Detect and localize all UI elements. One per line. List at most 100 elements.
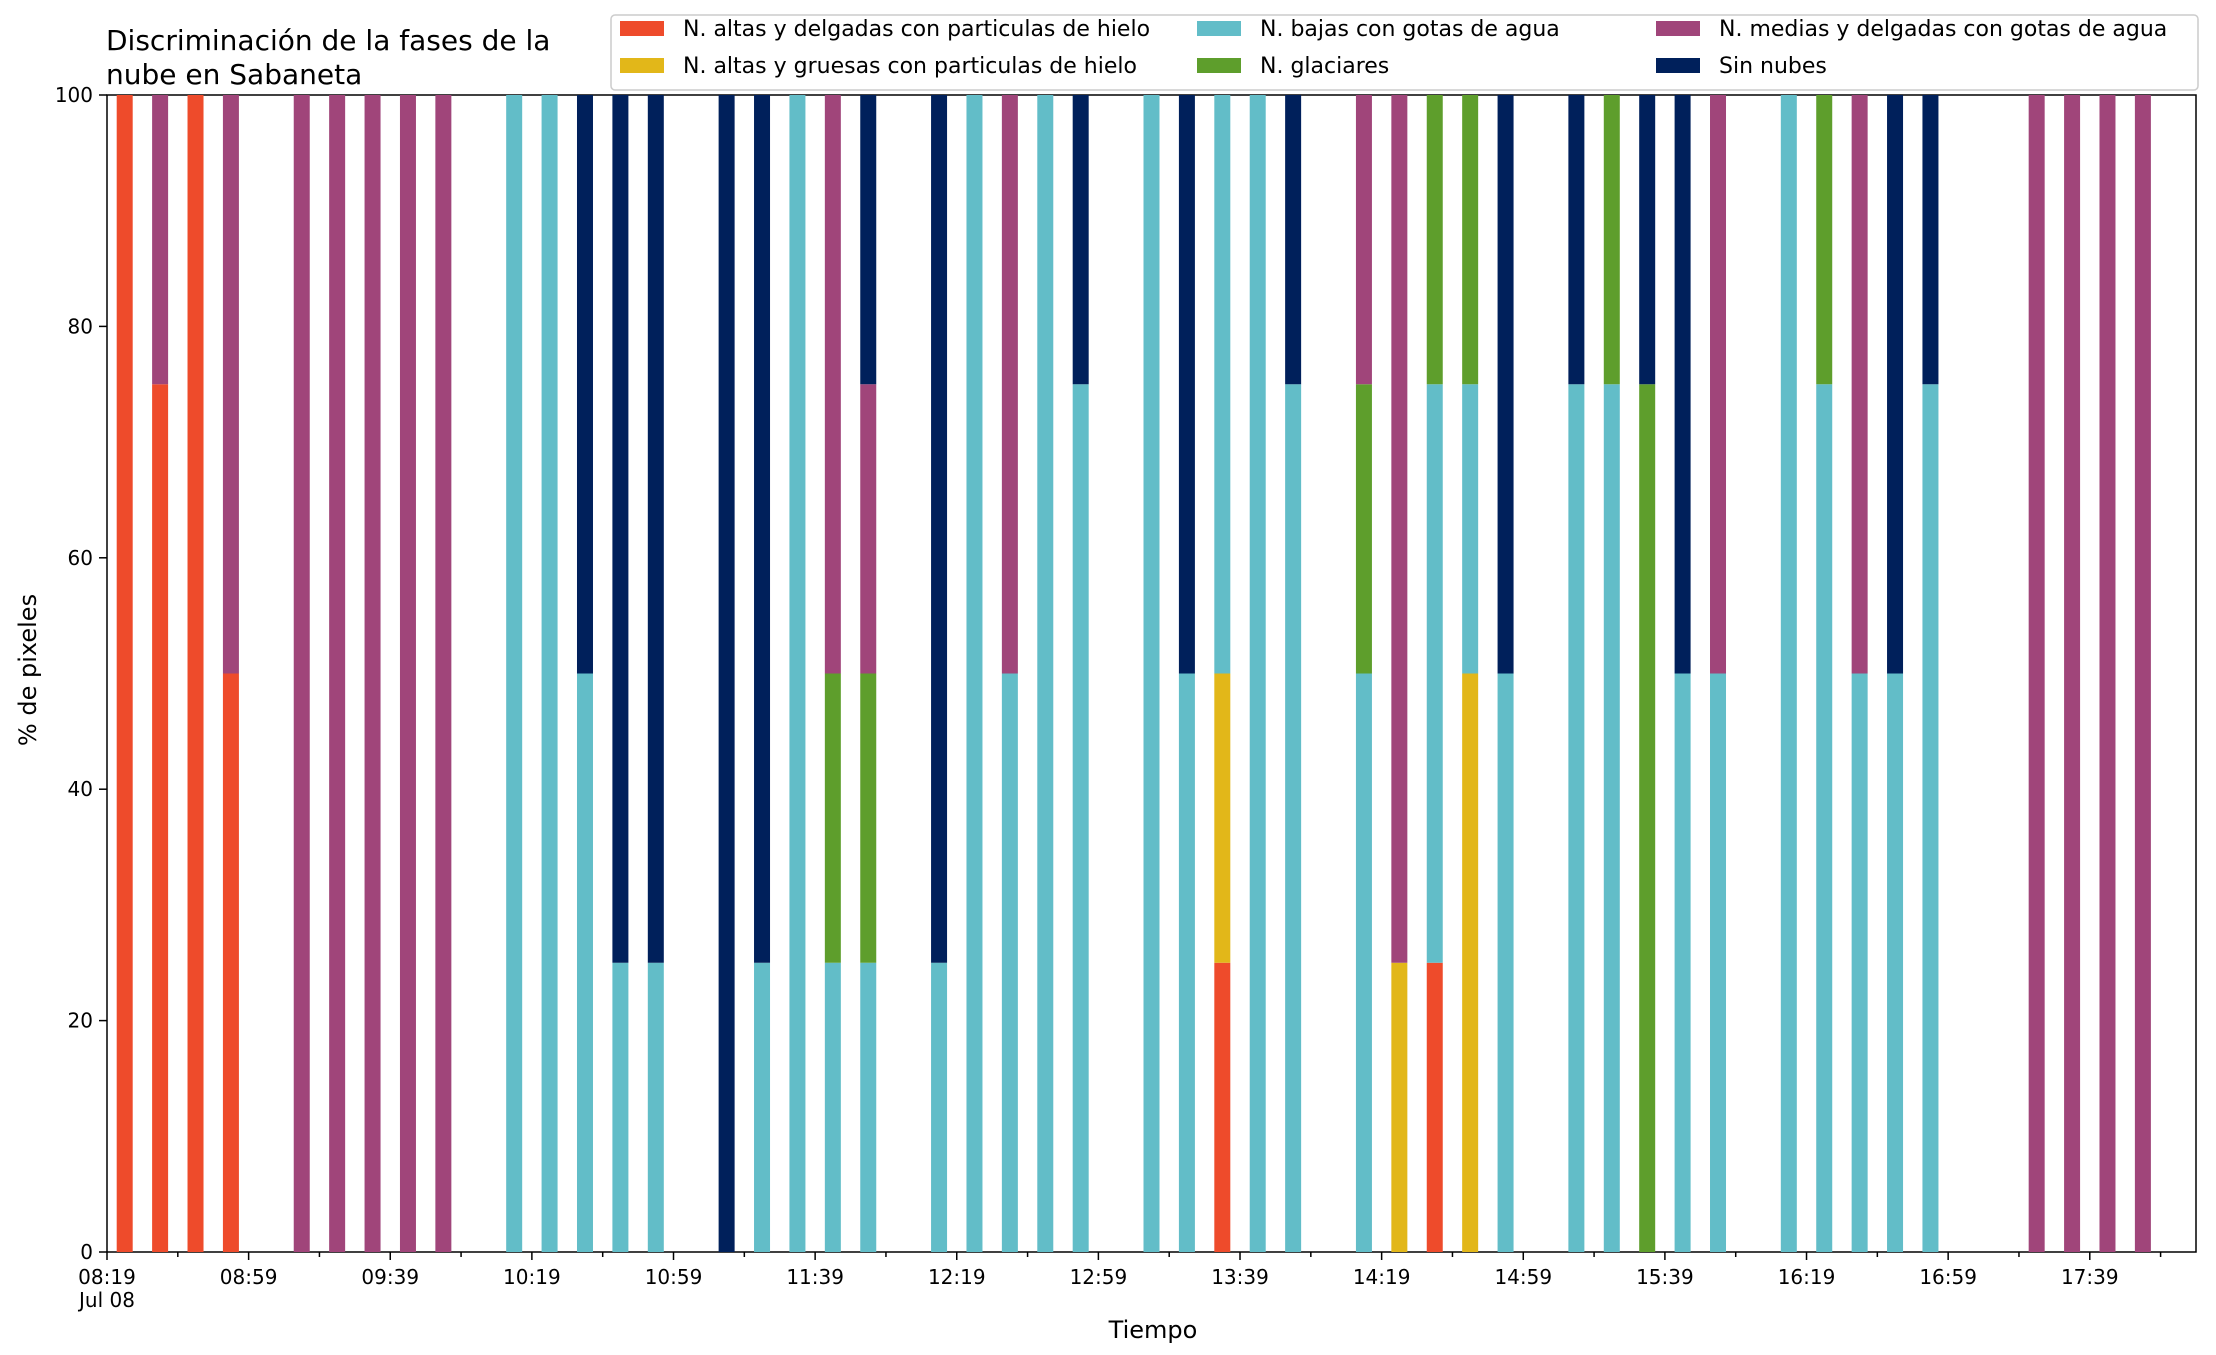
- x-tick-label: 09:39: [361, 1265, 419, 1289]
- bar-segment-32-series-3: [1462, 95, 1479, 385]
- bar-segment-42-series-2: [1887, 673, 1904, 1252]
- bar-segment-16-series-2: [789, 95, 806, 1252]
- x-axis-title: Tiempo: [1108, 1316, 1198, 1344]
- bar-segment-38-series-2: [1710, 673, 1727, 1252]
- bar-segment-28-series-5: [1285, 95, 1302, 385]
- bar-segment-27-series-2: [1249, 95, 1266, 1252]
- bar-segment-24-series-2: [1143, 95, 1160, 1252]
- bar-segment-13-series-2: [647, 962, 664, 1252]
- bar-segment-45-series-4: [2064, 95, 2081, 1252]
- bar-segment-15-series-5: [754, 95, 771, 963]
- x-tick-label: 14:19: [1353, 1265, 1411, 1289]
- legend-label-0: N. altas y delgadas con particulas de hi…: [683, 17, 1150, 42]
- bar-segment-30-series-1: [1391, 962, 1408, 1252]
- bar-segment-5-series-4: [329, 95, 346, 1252]
- x-tick-label: 12:59: [1070, 1265, 1128, 1289]
- bar-segment-34-series-2: [1568, 384, 1585, 1252]
- bar-segment-3-series-4: [222, 95, 239, 674]
- bar-segment-36-series-5: [1639, 95, 1656, 385]
- bar-segment-31-series-2: [1426, 384, 1443, 963]
- bar-segment-20-series-2: [966, 95, 983, 1252]
- bar-segment-18-series-5: [860, 95, 877, 385]
- x-axis: 08:19 08:59 09:39 10:19 10:59 11:39 12:19 12:59…: [77, 1252, 2162, 1312]
- bar-segment-10-series-2: [541, 95, 558, 1252]
- legend-swatch-0: [620, 21, 664, 36]
- bar-segment-14-series-5: [718, 95, 735, 1252]
- legend-swatch-3: [1197, 58, 1241, 73]
- bar-segment-1-series-4: [152, 95, 169, 385]
- legend-box: [610, 14, 2199, 91]
- bar-segment-46-series-4: [2099, 95, 2116, 1252]
- bar-segment-15-series-2: [754, 962, 771, 1252]
- bars-group: [116, 95, 2151, 1252]
- bar-segment-18-series-2: [860, 962, 877, 1252]
- bar-segment-25-series-2: [1178, 673, 1195, 1252]
- bar-segment-29-series-2: [1355, 673, 1372, 1252]
- bar-segment-35-series-3: [1603, 95, 1620, 385]
- bar-segment-25-series-5: [1178, 95, 1195, 674]
- bar-segment-35-series-2: [1603, 384, 1620, 1252]
- x-tick-label: 10:19: [503, 1265, 561, 1289]
- bar-segment-17-series-4: [824, 95, 841, 674]
- x-tick-label: 15:39: [1636, 1265, 1694, 1289]
- y-axis-title: % de pixeles: [14, 594, 42, 746]
- x-tick-label: 08:19: [78, 1265, 136, 1289]
- bar-segment-17-series-2: [824, 962, 841, 1252]
- bar-segment-47-series-4: [2134, 95, 2151, 1252]
- y-tick-label: 80: [68, 314, 93, 338]
- bar-segment-22-series-2: [1037, 95, 1054, 1252]
- x-tick-label: 13:39: [1211, 1265, 1269, 1289]
- bar-segment-19-series-5: [931, 95, 948, 963]
- bar-segment-41-series-4: [1851, 95, 1868, 674]
- bar-segment-7-series-4: [399, 95, 416, 1252]
- bar-segment-33-series-5: [1497, 95, 1514, 674]
- legend-swatch-1: [620, 58, 664, 73]
- legend-label-2: N. bajas con gotas de agua: [1260, 17, 1560, 42]
- bar-segment-40-series-3: [1816, 95, 1833, 385]
- legend-swatch-5: [1656, 58, 1700, 73]
- bar-segment-43-series-2: [1922, 384, 1939, 1252]
- bar-segment-23-series-5: [1072, 95, 1089, 385]
- bar-segment-32-series-2: [1462, 384, 1479, 674]
- bar-segment-31-series-0: [1426, 962, 1443, 1252]
- bar-segment-42-series-5: [1887, 95, 1904, 674]
- bar-segment-6-series-4: [364, 95, 381, 1252]
- x-tick-label: 12:19: [928, 1265, 986, 1289]
- bar-segment-41-series-2: [1851, 673, 1868, 1252]
- bar-segment-9-series-2: [506, 95, 523, 1252]
- chart-title-line-1: Discriminación de la fases de la: [106, 24, 550, 57]
- bar-segment-32-series-1: [1462, 673, 1479, 1252]
- y-axis: 0 20 40 60 80 100: [55, 83, 107, 1264]
- bar-segment-33-series-2: [1497, 673, 1514, 1252]
- y-tick-label: 20: [68, 1009, 93, 1033]
- y-tick-label: 100: [55, 83, 93, 107]
- bar-segment-4-series-4: [293, 95, 310, 1252]
- bar-segment-30-series-4: [1391, 95, 1408, 963]
- bar-segment-21-series-4: [1001, 95, 1018, 674]
- legend-swatch-4: [1656, 21, 1700, 36]
- bar-segment-12-series-2: [612, 962, 629, 1252]
- bar-segment-18-series-3: [860, 673, 877, 963]
- bar-segment-29-series-4: [1355, 95, 1372, 385]
- bar-segment-3-series-0: [222, 673, 239, 1252]
- legend-label-4: N. medias y delgadas con gotas de agua: [1719, 17, 2167, 42]
- bar-segment-23-series-2: [1072, 384, 1089, 1252]
- bar-segment-28-series-2: [1285, 384, 1302, 1252]
- chart-title-line-2: nube en Sabaneta: [106, 58, 362, 91]
- legend-label-5: Sin nubes: [1719, 54, 1827, 79]
- bar-segment-44-series-4: [2028, 95, 2045, 1252]
- bar-segment-21-series-2: [1001, 673, 1018, 1252]
- bar-segment-17-series-3: [824, 673, 841, 963]
- x-tick-label: 16:59: [1919, 1265, 1977, 1289]
- x-tick-label: 08:59: [220, 1265, 278, 1289]
- bar-segment-0-series-0: [116, 95, 133, 1252]
- bar-segment-13-series-5: [647, 95, 664, 963]
- x-tick-label: 17:39: [2061, 1265, 2119, 1289]
- bar-segment-37-series-2: [1674, 673, 1691, 1252]
- bar-segment-11-series-2: [576, 673, 593, 1252]
- bar-segment-36-series-3: [1639, 384, 1656, 1252]
- bar-segment-34-series-5: [1568, 95, 1585, 385]
- x-tick-label: 16:19: [1778, 1265, 1836, 1289]
- bar-segment-19-series-2: [931, 962, 948, 1252]
